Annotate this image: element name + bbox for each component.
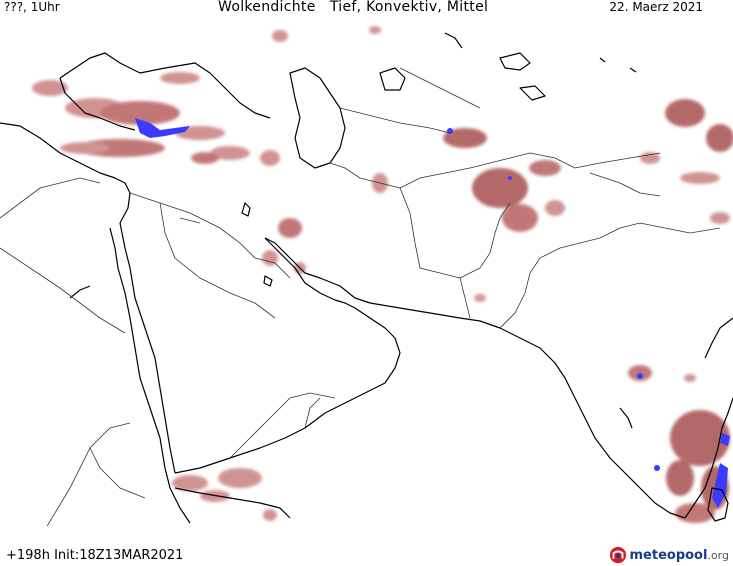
- logo-text: meteopool.org: [629, 547, 730, 563]
- weather-map: [0, 18, 733, 526]
- map-header: ???, 1Uhr Wolkendichte Tief, Konvektiv, …: [0, 0, 733, 20]
- meteopool-logo-icon: [609, 546, 626, 564]
- country-borders: [0, 67, 721, 526]
- forecast-info: +198h Init:18Z13MAR2021: [6, 548, 184, 563]
- cloud-cover-layer: [32, 26, 733, 523]
- map-canvas: [0, 26, 733, 526]
- map-title: Wolkendichte Tief, Konvektiv, Mittel: [218, 0, 489, 15]
- time-label: ???, 1Uhr: [4, 0, 60, 14]
- map-footer: +198h Init:18Z13MAR2021 meteopool.org: [0, 540, 733, 566]
- meteopool-logo[interactable]: meteopool.org: [609, 544, 730, 566]
- coastlines: [0, 32, 733, 524]
- map-date: 22. Maerz 2021: [609, 0, 703, 14]
